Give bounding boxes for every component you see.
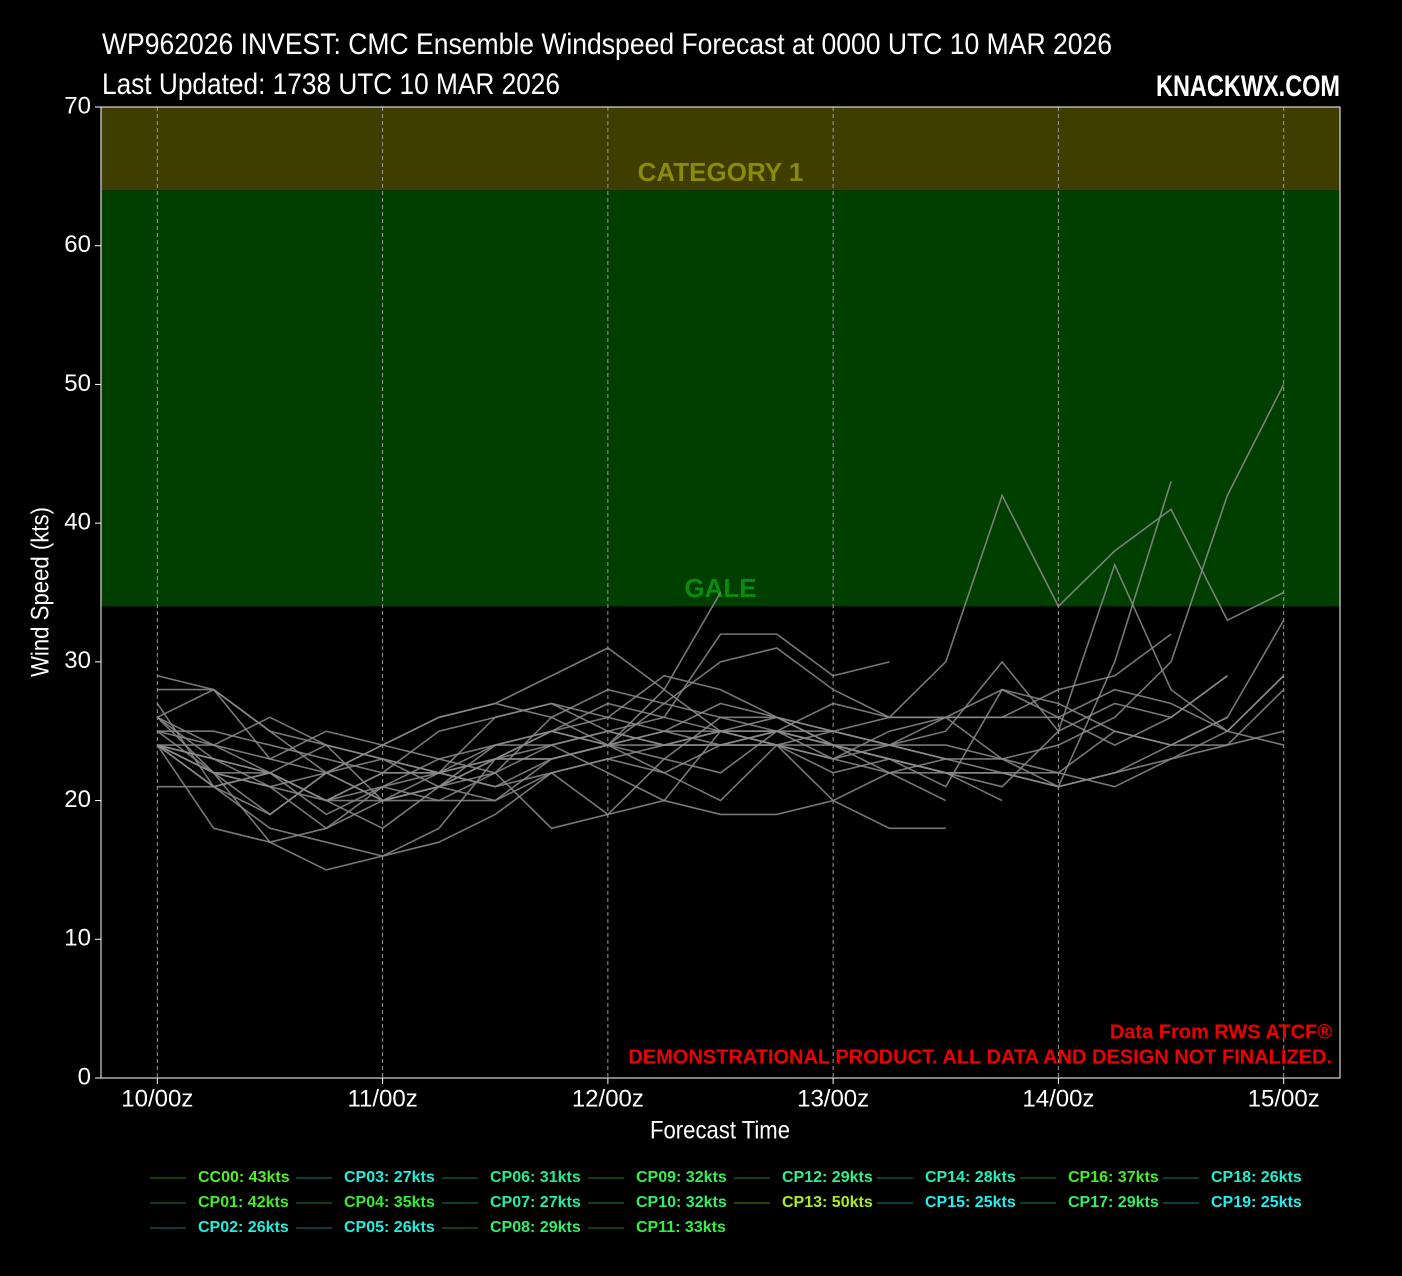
- series-line: [156, 562, 1285, 844]
- series-line: [156, 633, 890, 802]
- legend-label: CP07: 27kts: [490, 1194, 581, 1211]
- y-tick-label: 20: [64, 786, 91, 813]
- legend-label: CP18: 26kts: [1211, 1169, 1302, 1186]
- series-line: [156, 716, 946, 830]
- series-line: [156, 730, 947, 871]
- legend-label: CP12: 29kts: [782, 1169, 873, 1186]
- legend-label: CP15: 25kts: [925, 1194, 1016, 1211]
- x-tick-label: 11/00z: [347, 1085, 417, 1112]
- legend-label: CP05: 26kts: [344, 1219, 435, 1236]
- legend-label: CP08: 29kts: [490, 1219, 581, 1236]
- legend-label: CC00: 43kts: [198, 1169, 290, 1186]
- plot-area: GALE CATEGORY 1: [101, 107, 1340, 1078]
- y-tick-label: 50: [64, 370, 91, 397]
- annotation: Data From RWS ATCF®: [1110, 1021, 1332, 1043]
- legend-label: CP19: 25kts: [1211, 1194, 1302, 1211]
- legend-label: CP04: 35kts: [344, 1194, 435, 1211]
- series-line: [156, 730, 1284, 802]
- band: [101, 190, 1340, 607]
- legend-label: CP13: 50kts: [782, 1194, 873, 1211]
- legend-label: CP16: 37kts: [1068, 1169, 1159, 1186]
- y-tick-label: 0: [78, 1063, 91, 1090]
- y-axis-label: Wind Speed (kts): [27, 507, 55, 677]
- x-tick-label: 13/00z: [797, 1085, 869, 1112]
- series-line: [156, 688, 1285, 816]
- legend-label: CP06: 31kts: [490, 1169, 581, 1186]
- legend-label: CP03: 27kts: [344, 1169, 435, 1186]
- band-label: GALE: [684, 573, 756, 603]
- legend-label: CP10: 32kts: [636, 1194, 727, 1211]
- chart-subtitle: Last Updated: 1738 UTC 10 MAR 2026: [102, 68, 560, 101]
- x-axis-label: Forecast Time: [650, 1117, 790, 1145]
- legend-label: CP17: 29kts: [1068, 1194, 1159, 1211]
- y-tick-label: 30: [64, 647, 91, 674]
- plot-frame: [100, 106, 1341, 1079]
- legend-label: CP09: 32kts: [636, 1169, 727, 1186]
- band: [101, 107, 1340, 191]
- legend-label: CP01: 42kts: [198, 1194, 289, 1211]
- band-label: CATEGORY 1: [638, 157, 804, 187]
- y-tick-label: 10: [64, 925, 91, 952]
- y-tick-label: 60: [64, 231, 91, 258]
- x-tick-label: 14/00z: [1022, 1085, 1094, 1112]
- legend-label: CP02: 26kts: [198, 1219, 289, 1236]
- brand: KNACKWX.COM: [1156, 70, 1340, 103]
- legend-label: CP14: 28kts: [925, 1169, 1016, 1186]
- series-line: [156, 675, 1228, 830]
- x-tick-label: 12/00z: [572, 1085, 644, 1112]
- chart-title: WP962026 INVEST: CMC Ensemble Windspeed …: [102, 28, 1112, 61]
- annotation: DEMONSTRATIONAL PRODUCT. ALL DATA AND DE…: [628, 1046, 1332, 1068]
- y-tick-label: 40: [64, 508, 91, 535]
- x-tick-label: 10/00z: [121, 1085, 193, 1112]
- legend-label: CP11: 33kts: [636, 1219, 726, 1236]
- y-tick-label: 70: [64, 92, 91, 119]
- x-tick-label: 15/00z: [1248, 1085, 1320, 1112]
